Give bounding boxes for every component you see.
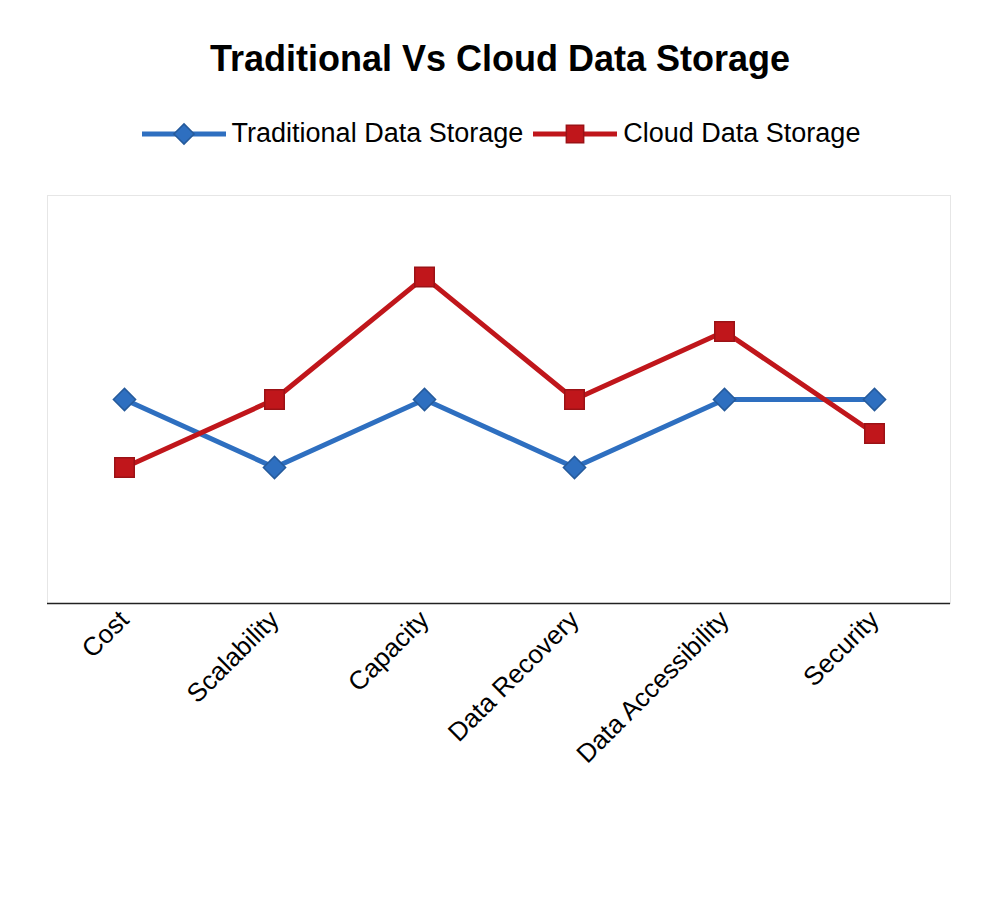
svg-text:Scalability: Scalability <box>181 604 285 708</box>
svg-text:Security: Security <box>797 604 885 692</box>
html-text:Traditional Vs Cloud Data Stor: Traditional Vs Cloud Data Storage <box>209 38 790 79</box>
svg-text:Data Accessibility: Data Accessibility <box>570 604 734 768</box>
svg-text:Capacity: Capacity <box>342 604 435 697</box>
svg-text:Cost: Cost <box>76 604 136 664</box>
html-text:Traditional Data Storage: Traditional Data Storage <box>231 118 524 148</box>
html-text:Cloud Data Storage: Cloud Data Storage <box>623 118 861 148</box>
svg-text:Data Recovery: Data Recovery <box>442 604 585 747</box>
